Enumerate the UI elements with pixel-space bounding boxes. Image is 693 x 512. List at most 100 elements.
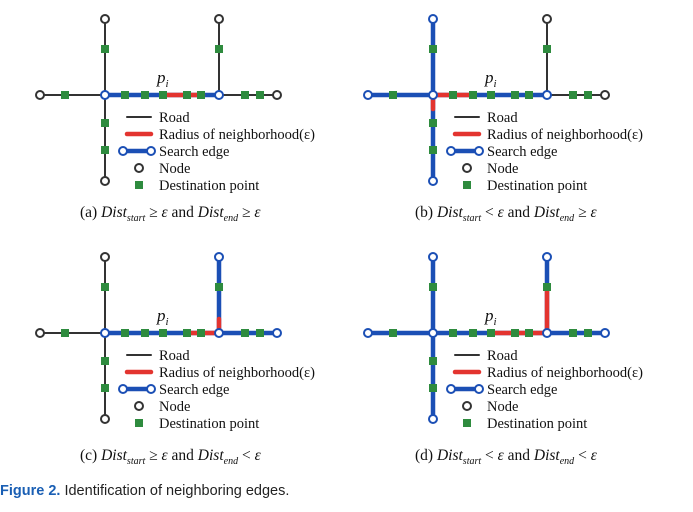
node-branch-top bbox=[214, 252, 224, 262]
destination-point bbox=[569, 91, 577, 99]
destination-point bbox=[197, 329, 205, 337]
legend-label: Radius of neighborhood(ε) bbox=[487, 127, 643, 143]
node-left bbox=[363, 90, 373, 100]
destination-point bbox=[61, 329, 69, 337]
destination-point bbox=[525, 91, 533, 99]
legend-node-swatch bbox=[134, 163, 144, 173]
destination-point bbox=[101, 283, 109, 291]
destination-point bbox=[121, 91, 129, 99]
destination-point bbox=[61, 91, 69, 99]
node-junction bbox=[542, 328, 552, 338]
point-label: pi bbox=[484, 68, 497, 90]
legend-search-node bbox=[118, 384, 128, 394]
legend-label: Radius of neighborhood(ε) bbox=[159, 127, 315, 143]
destination-point bbox=[241, 329, 249, 337]
destination-point bbox=[241, 91, 249, 99]
legend-label: Node bbox=[159, 399, 190, 415]
legend-destination-swatch bbox=[463, 181, 471, 189]
destination-point bbox=[584, 91, 592, 99]
legend-destination-swatch bbox=[463, 419, 471, 427]
node-junction bbox=[542, 90, 552, 100]
node-top bbox=[428, 14, 438, 24]
node-bottom bbox=[100, 176, 110, 186]
node-crossing bbox=[428, 328, 438, 338]
point-label-sub: i bbox=[166, 316, 169, 328]
node-left bbox=[35, 90, 45, 100]
legend-destination-swatch bbox=[135, 419, 143, 427]
destination-point bbox=[543, 283, 551, 291]
node-crossing bbox=[428, 90, 438, 100]
node-top bbox=[100, 252, 110, 262]
legend-search-node bbox=[446, 146, 456, 156]
node-right bbox=[272, 328, 282, 338]
point-label: pi bbox=[484, 306, 497, 328]
destination-point bbox=[101, 45, 109, 53]
node-right bbox=[600, 90, 610, 100]
legend-label: Search edge bbox=[487, 144, 557, 160]
node-branch-top bbox=[542, 14, 552, 24]
legend-search-node bbox=[474, 146, 484, 156]
legend-label: Search edge bbox=[159, 144, 229, 160]
node-crossing bbox=[100, 328, 110, 338]
legend-label: Node bbox=[487, 161, 518, 177]
legend-label: Road bbox=[487, 348, 518, 364]
figure-caption: Figure 2. Identification of neighboring … bbox=[0, 483, 289, 499]
point-label-sub: i bbox=[166, 78, 169, 90]
destination-point bbox=[183, 91, 191, 99]
point-label: pi bbox=[156, 306, 169, 328]
destination-point bbox=[159, 329, 167, 337]
node-right bbox=[600, 328, 610, 338]
destination-point bbox=[256, 91, 264, 99]
legend-label: Road bbox=[159, 348, 190, 364]
node-top bbox=[428, 252, 438, 262]
legend-node-swatch bbox=[462, 401, 472, 411]
legend-label: Destination point bbox=[487, 416, 587, 432]
node-bottom bbox=[428, 176, 438, 186]
destination-point bbox=[543, 45, 551, 53]
destination-point bbox=[215, 45, 223, 53]
node-branch-top bbox=[542, 252, 552, 262]
destination-point bbox=[389, 329, 397, 337]
legend-label: Destination point bbox=[159, 416, 259, 432]
destination-point bbox=[215, 283, 223, 291]
figure-caption-text: Identification of neighboring edges. bbox=[64, 483, 290, 499]
node-left bbox=[363, 328, 373, 338]
legend-label: Search edge bbox=[159, 382, 229, 398]
destination-point bbox=[101, 146, 109, 154]
destination-point bbox=[487, 329, 495, 337]
legend-search-node bbox=[474, 384, 484, 394]
node-bottom bbox=[100, 414, 110, 424]
legend-label: Node bbox=[159, 161, 190, 177]
destination-point bbox=[101, 357, 109, 365]
legend-label: Destination point bbox=[487, 178, 587, 194]
legend-node-swatch bbox=[462, 163, 472, 173]
legend-search-node bbox=[146, 146, 156, 156]
destination-point bbox=[584, 329, 592, 337]
panel-caption-a: (a) Diststart ≥ ε and Distend ≥ ε bbox=[80, 204, 261, 225]
destination-point bbox=[429, 357, 437, 365]
legend-node-swatch bbox=[134, 401, 144, 411]
node-left bbox=[35, 328, 45, 338]
destination-point bbox=[141, 329, 149, 337]
destination-point bbox=[429, 384, 437, 392]
legend-label: Destination point bbox=[159, 178, 259, 194]
destination-point bbox=[569, 329, 577, 337]
node-junction bbox=[214, 328, 224, 338]
legend-search-node bbox=[446, 384, 456, 394]
destination-point bbox=[389, 91, 397, 99]
legend-label: Road bbox=[487, 110, 518, 126]
destination-point bbox=[183, 329, 191, 337]
point-label: pi bbox=[156, 68, 169, 90]
legend-label: Node bbox=[487, 399, 518, 415]
node-crossing bbox=[100, 90, 110, 100]
destination-point bbox=[256, 329, 264, 337]
destination-point bbox=[429, 283, 437, 291]
destination-point bbox=[469, 91, 477, 99]
panel-caption-c: (c) Diststart ≥ ε and Distend < ε bbox=[80, 447, 261, 468]
legend-label: Radius of neighborhood(ε) bbox=[159, 365, 315, 381]
legend-label: Radius of neighborhood(ε) bbox=[487, 365, 643, 381]
node-junction bbox=[214, 90, 224, 100]
